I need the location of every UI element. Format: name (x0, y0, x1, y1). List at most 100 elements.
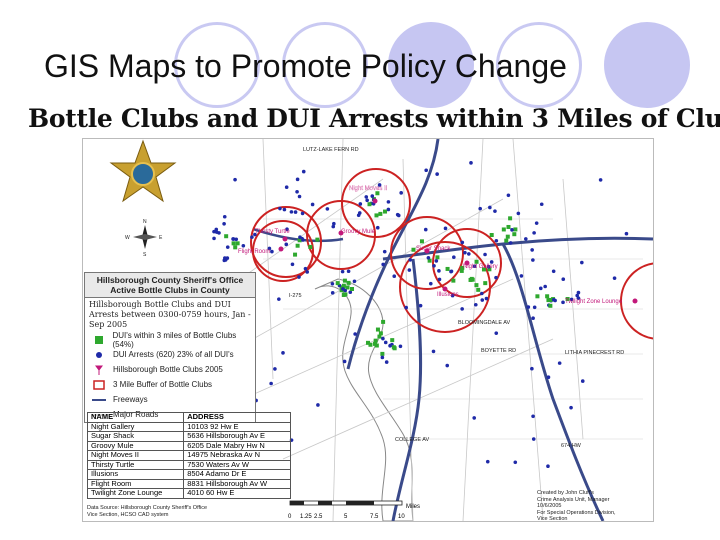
dui-point (383, 340, 388, 345)
dui-point (576, 290, 581, 295)
dui-point (310, 202, 315, 207)
dui-point (557, 361, 562, 365)
credit-line: 10/6/2005 (537, 503, 562, 509)
table-cell: Twilight Zone Lounge (86, 488, 185, 499)
dui-point (340, 269, 345, 274)
legend-item: 3 Mile Buffer of Bottle Clubs (85, 377, 255, 392)
scale-bar: 0 1.25 2.5 5 7.5 10 Miles (288, 496, 428, 520)
dui-point (234, 237, 239, 242)
dui-point (241, 243, 246, 248)
dui-point (449, 269, 454, 274)
map-title: Bottle Clubs and DUI Arrests within 3 Mi… (28, 104, 720, 133)
legend-header: Hillsborough County Sheriff's Office Act… (85, 273, 255, 298)
buffer-circle (341, 168, 411, 238)
dui-point (483, 252, 487, 257)
credit-line: For Special Operations Division, (537, 509, 616, 516)
dui-point (543, 284, 547, 289)
dui-near-club-point (373, 338, 378, 343)
dui-point (473, 302, 478, 307)
dui-point (381, 262, 385, 267)
dui-point (530, 366, 534, 371)
dui-near-club-point (565, 297, 570, 302)
data-source-line: Data Source: Hillsborough County Sheriff… (87, 505, 208, 511)
dui-point (494, 331, 499, 335)
dui-near-club-point (474, 259, 479, 264)
dui-near-club-point (483, 281, 488, 286)
buffer-circle (399, 241, 491, 333)
dui-point (212, 229, 216, 234)
credit-line: Crime Analysis Unit, Manager (537, 496, 610, 503)
dui-point (297, 194, 302, 199)
legend-item-label: Freeways (113, 395, 148, 404)
dui-point (561, 277, 566, 282)
freeway-i75 (391, 258, 423, 521)
buffer-circle (390, 216, 464, 290)
data-source: Data Source: Hillsborough County Sheriff… (87, 505, 207, 518)
buffer-circle (250, 206, 322, 278)
dui-point (225, 245, 230, 249)
dui-point (270, 249, 274, 254)
dui-point (437, 269, 441, 273)
dui-point (233, 177, 237, 182)
dui-near-club-point (295, 243, 300, 248)
dui-near-club-point (460, 265, 465, 270)
dui-point (352, 279, 357, 284)
legend-item-label: 3 Mile Buffer of Bottle Clubs (113, 380, 213, 389)
dui-point (289, 210, 294, 214)
blue-dot-icon (91, 351, 107, 359)
table-cell: Sugar Shack (86, 431, 185, 442)
decorative-circle (604, 22, 690, 108)
dui-point (531, 316, 535, 321)
slide-title: GIS Maps to Promote Policy Change (44, 48, 567, 84)
dui-point (325, 207, 330, 211)
table-cell: Illusions (86, 469, 185, 480)
dui-point (370, 194, 375, 198)
dui-near-club-point (548, 303, 553, 308)
dui-point (295, 189, 299, 194)
dui-point (407, 268, 412, 272)
dui-point (460, 307, 464, 311)
dui-near-club-point (231, 241, 236, 246)
dui-near-club-point (235, 241, 240, 246)
dui-point (437, 277, 442, 282)
dui-near-club-point (343, 292, 348, 297)
dui-near-club-point (293, 252, 298, 257)
dui-near-club-point (380, 351, 385, 356)
dui-point (231, 237, 235, 241)
dui-point (506, 193, 511, 198)
dui-near-club-point (341, 283, 346, 288)
dui-point (225, 256, 230, 260)
table-row: Twilight Zone Lounge 4010 60 Hw E (86, 488, 291, 499)
dui-near-club-point (508, 216, 513, 221)
sheriff-badge-icon (109, 139, 177, 203)
map-credit: Created by John Cluff's Crime Analysis U… (537, 490, 616, 523)
road-label: LITHIA PINECREST RD (565, 350, 624, 356)
legend-item-label: Hillsborough Bottle Clubs 2005 (113, 365, 223, 374)
scale-tick: 5 (344, 514, 348, 520)
dui-point (423, 227, 428, 232)
dui-point (382, 249, 387, 254)
legend-item: Hillsborough Bottle Clubs 2005 (85, 362, 255, 377)
road-label: 674 HW (561, 443, 582, 449)
dui-point (524, 237, 528, 241)
dui-point (484, 296, 489, 301)
dui-point (250, 235, 254, 239)
road-label: COLLEGE AV (395, 437, 429, 443)
dui-point (424, 168, 428, 173)
dui-point (561, 300, 565, 305)
dui-point (488, 205, 492, 210)
club-label: Groovy Mule (341, 229, 376, 235)
legend-item-label: DUI's within 3 miles of Bottle Clubs (54… (112, 330, 237, 349)
dui-point (278, 206, 282, 211)
dui-near-club-point (375, 327, 380, 332)
compass-s: S (143, 252, 147, 258)
table-header: ADDRESS (183, 412, 291, 423)
dui-point (435, 172, 439, 176)
dui-point (346, 269, 351, 274)
dui-point (426, 255, 431, 260)
dui-point (580, 379, 585, 383)
dui-point (532, 305, 537, 310)
dui-points (212, 161, 629, 469)
decorative-circle (174, 22, 260, 108)
dui-point (273, 367, 277, 371)
